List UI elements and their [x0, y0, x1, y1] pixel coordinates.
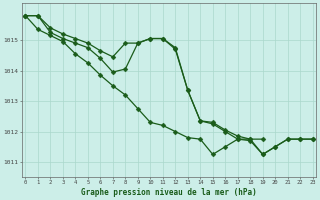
X-axis label: Graphe pression niveau de la mer (hPa): Graphe pression niveau de la mer (hPa) [81, 188, 257, 197]
